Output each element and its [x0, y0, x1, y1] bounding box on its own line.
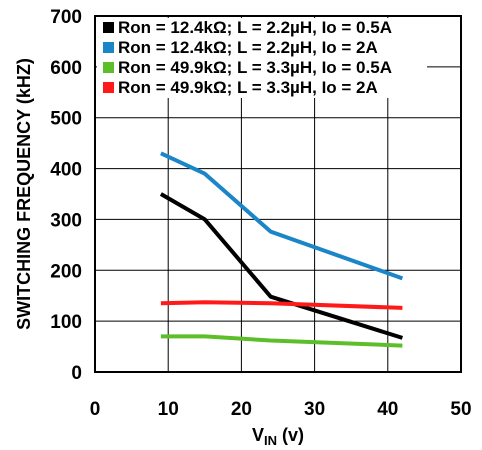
x-tick-label-0: 0: [90, 399, 101, 420]
x-tick-label-3: 30: [304, 399, 325, 420]
legend-label-1: Ron = 12.4kΩ; L = 2.2µH, Io = 2A: [118, 38, 378, 57]
x-axis-label-subscript: IN: [264, 433, 277, 448]
legend-label-0: Ron = 12.4kΩ; L = 2.2µH, Io = 0.5A: [118, 18, 392, 37]
y-tick-label-1: 100: [50, 312, 82, 333]
x-tick-label-5: 50: [450, 399, 471, 420]
legend-swatch-3: [103, 82, 114, 93]
y-tick-label-3: 300: [50, 210, 82, 231]
legend-label-2: Ron = 49.9kΩ; L = 3.3µH, Io = 0.5A: [118, 58, 392, 77]
y-tick-label-5: 500: [50, 109, 82, 130]
legend-label-3: Ron = 49.9kΩ; L = 3.3µH, Io = 2A: [118, 78, 378, 97]
x-axis-label-unit: (v): [277, 425, 304, 445]
y-tick-label-6: 600: [50, 58, 82, 79]
y-tick-label-4: 400: [50, 160, 82, 181]
x-tick-label-4: 40: [377, 399, 398, 420]
x-axis-label: VIN (v): [252, 425, 304, 448]
x-axis-label-main: V: [252, 425, 264, 445]
legend-swatch-1: [103, 42, 114, 53]
y-tick-label-7: 700: [50, 7, 82, 28]
y-tick-label-2: 200: [50, 261, 82, 282]
y-axis-label: SWITCHING FREQUENCY (kHZ): [14, 58, 34, 330]
y-tick-labels: 0 100 200 300 400 500 600 700: [50, 7, 82, 384]
y-tick-label-0: 0: [71, 363, 82, 384]
x-tick-labels: 0 10 20 30 40 50: [90, 399, 472, 420]
x-tick-label-2: 20: [231, 399, 252, 420]
legend-swatch-2: [103, 62, 114, 73]
x-tick-label-1: 10: [158, 399, 179, 420]
legend-swatch-0: [103, 22, 114, 33]
